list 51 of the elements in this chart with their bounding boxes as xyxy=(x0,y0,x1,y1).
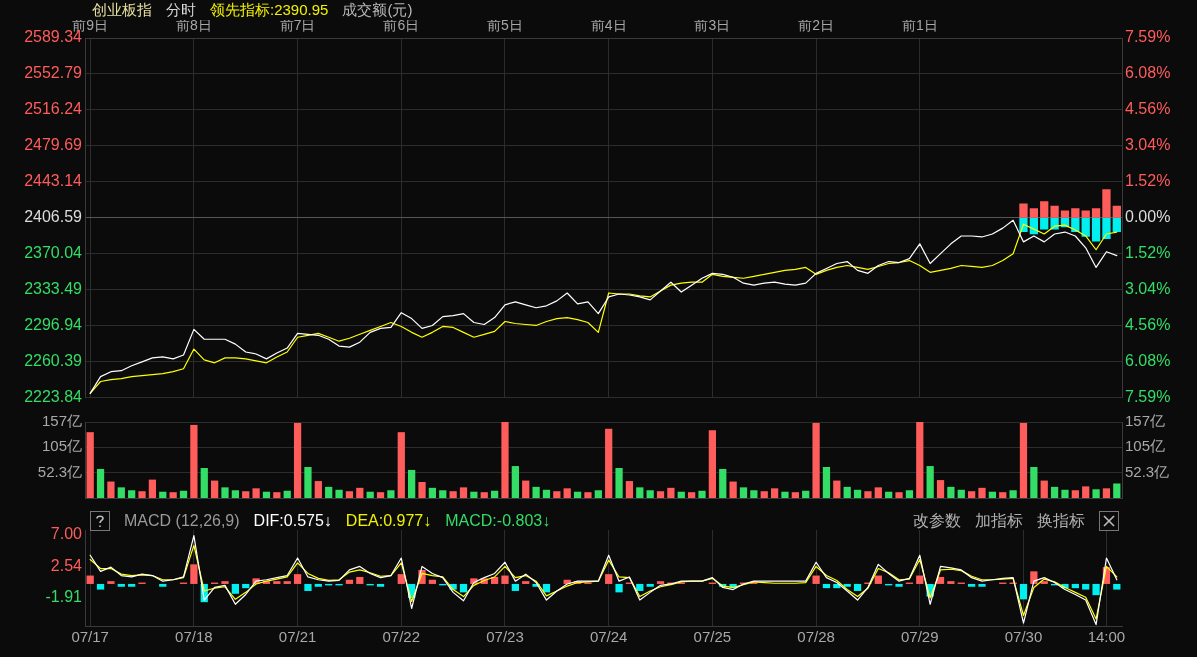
y2-tick-label: 4.56% xyxy=(1125,100,1171,118)
chart-title: 创业板指 xyxy=(92,1,152,20)
y-tick-label: 2223.84 xyxy=(24,387,83,405)
y-tick-label: 2552.79 xyxy=(24,64,83,82)
y-tick-label: 7.00 xyxy=(50,525,83,543)
x-tick-label: 07/22 xyxy=(382,628,421,646)
x-tick-label: 07/25 xyxy=(693,628,732,646)
x-tick-label: 07/30 xyxy=(1004,628,1043,646)
text: 领先指标:2390.95 xyxy=(210,1,329,20)
y2-tick-label: 105亿 xyxy=(1125,437,1166,455)
text: DEA:0.977↓ xyxy=(345,512,432,530)
text: 换指标 xyxy=(1037,510,1085,531)
x-tick-label: 07/17 xyxy=(71,628,109,646)
y2-tick-label: 3.04% xyxy=(1125,280,1171,298)
text: 改参数 xyxy=(913,510,961,531)
text: DIF:0.575↓ xyxy=(253,512,332,530)
chart-title: MACD (12,26,9) xyxy=(124,512,240,530)
text: MACD:-0.803↓ xyxy=(445,512,551,530)
y-tick-label: 2516.24 xyxy=(24,100,83,118)
y-tick-label: 2370.04 xyxy=(24,244,83,262)
y-tick-label: 105亿 xyxy=(41,437,82,455)
y2-tick-label: 7.59% xyxy=(1125,28,1171,46)
x-tick-label: 07/28 xyxy=(797,628,835,646)
x-tick-label: 14:00 xyxy=(1087,628,1126,646)
text: 加指标 xyxy=(975,510,1023,531)
y-tick-label: 2.54 xyxy=(50,556,83,574)
y2-tick-label: 6.08% xyxy=(1125,352,1171,370)
y2-tick-label: 4.56% xyxy=(1125,316,1171,334)
y-tick-label: 157亿 xyxy=(41,412,82,430)
y-tick-label: 2260.39 xyxy=(24,351,83,369)
y-tick-label: 2296.94 xyxy=(24,315,83,333)
y-tick-label: -1.91 xyxy=(45,587,83,605)
x-tick-label: 07/23 xyxy=(486,628,524,646)
y2-tick-label: 7.59% xyxy=(1125,387,1171,405)
chart-subtitle: 分时 xyxy=(166,1,196,20)
y2-tick-label: 52.3亿 xyxy=(1125,462,1170,480)
y2-tick-label: 1.52% xyxy=(1125,172,1171,190)
y-tick-label: 2443.14 xyxy=(24,172,83,190)
x-tick-label: 07/29 xyxy=(901,628,939,646)
y-tick-label: 52.3亿 xyxy=(37,462,82,480)
x-tick-label: 07/24 xyxy=(589,628,628,646)
x-tick-label: 07/18 xyxy=(175,628,213,646)
y-tick-label: 2333.49 xyxy=(24,279,83,297)
y2-tick-label: 3.04% xyxy=(1125,136,1171,154)
y2-tick-label: 0.00% xyxy=(1125,208,1171,226)
y-tick-label: 2406.59 xyxy=(24,208,83,226)
y-tick-label: 2479.69 xyxy=(24,136,83,154)
x-tick-label: 07/21 xyxy=(278,628,317,646)
y2-tick-label: 157亿 xyxy=(1125,412,1166,430)
y2-tick-label: 6.08% xyxy=(1125,64,1171,82)
y2-tick-label: 1.52% xyxy=(1125,244,1171,262)
